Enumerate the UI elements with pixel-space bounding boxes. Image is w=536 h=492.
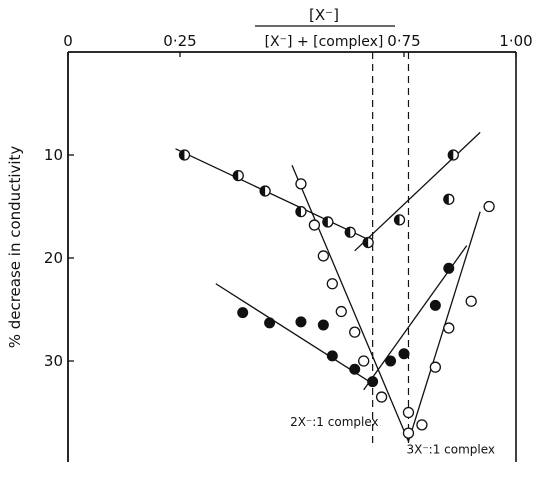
- y-axis-label: % decrease in conductivity: [6, 146, 24, 349]
- half-filled-point: [344, 226, 356, 238]
- open-point: [326, 278, 338, 290]
- annotation-label: 3X⁻:1 complex: [406, 443, 495, 457]
- filled-point: [385, 355, 397, 367]
- y-tick-label: 20: [44, 249, 63, 267]
- filled-point: [295, 316, 307, 328]
- open-point: [295, 178, 307, 190]
- half-filled-point: [295, 205, 307, 218]
- half-filled-point: [447, 149, 459, 161]
- open-point: [349, 326, 361, 338]
- open-point: [443, 322, 455, 334]
- half-filled-point: [443, 193, 455, 205]
- x-tick-label: 0·75: [387, 32, 420, 50]
- x-axis-label-denominator: [X⁻] + [complex]: [265, 34, 384, 50]
- fit-lines: [175, 131, 481, 442]
- half-filled-point: [232, 169, 244, 182]
- filled-point: [443, 262, 455, 274]
- x-tick-label: 0·25: [163, 32, 196, 50]
- half-filled-point-fill: [295, 206, 301, 217]
- filled-point: [264, 317, 276, 329]
- half-filled-point: [393, 214, 406, 226]
- half-filled-point-fill: [345, 227, 351, 238]
- open-point: [402, 406, 415, 419]
- open-point: [416, 419, 428, 431]
- filled-point: [429, 299, 441, 311]
- fit-line: [215, 283, 373, 385]
- half-filled-point: [322, 216, 334, 228]
- open-point: [402, 427, 415, 439]
- axes: 0 0·25 0·75 1·00 10 20 30 2X⁻:1 complex 3X⁻:1 co…: [44, 32, 533, 462]
- open-point: [375, 391, 388, 403]
- data-points: [178, 149, 495, 439]
- y-tick-label: 30: [44, 352, 63, 370]
- fit-line: [175, 148, 369, 241]
- open-point: [429, 361, 442, 373]
- open-point: [308, 219, 321, 231]
- open-point: [335, 305, 347, 318]
- open-point: [317, 250, 330, 262]
- half-filled-point-fill: [394, 214, 400, 225]
- filled-point: [367, 376, 379, 388]
- y-tick-label: 10: [44, 146, 63, 164]
- filled-point: [326, 350, 338, 362]
- half-filled-point: [362, 236, 374, 249]
- filled-point: [349, 363, 361, 375]
- annotation-label: 2X⁻:1 complex: [290, 415, 379, 429]
- half-filled-point-fill: [322, 216, 328, 227]
- filled-point: [237, 307, 249, 319]
- half-filled-point-fill: [363, 237, 369, 248]
- filled-point: [398, 348, 410, 360]
- x-axis-label-numerator: [X⁻]: [309, 6, 339, 24]
- half-filled-point-fill: [260, 186, 266, 197]
- half-filled-point-fill: [448, 150, 454, 160]
- fit-line: [291, 165, 410, 442]
- half-filled-point: [178, 149, 191, 161]
- x-tick-label: 1·00: [499, 32, 532, 50]
- half-filled-point-fill: [179, 150, 185, 160]
- open-point: [483, 200, 495, 213]
- half-filled-point-fill: [233, 170, 239, 181]
- x-tick-label: 0: [63, 32, 73, 50]
- half-filled-point-fill: [443, 194, 449, 205]
- fit-line: [354, 131, 481, 252]
- half-filled-point: [259, 185, 271, 197]
- filled-point: [317, 319, 329, 331]
- open-point: [465, 295, 477, 307]
- labels: [X⁻] [X⁻] + [complex] % decrease in cond…: [6, 6, 395, 348]
- open-point: [358, 355, 370, 367]
